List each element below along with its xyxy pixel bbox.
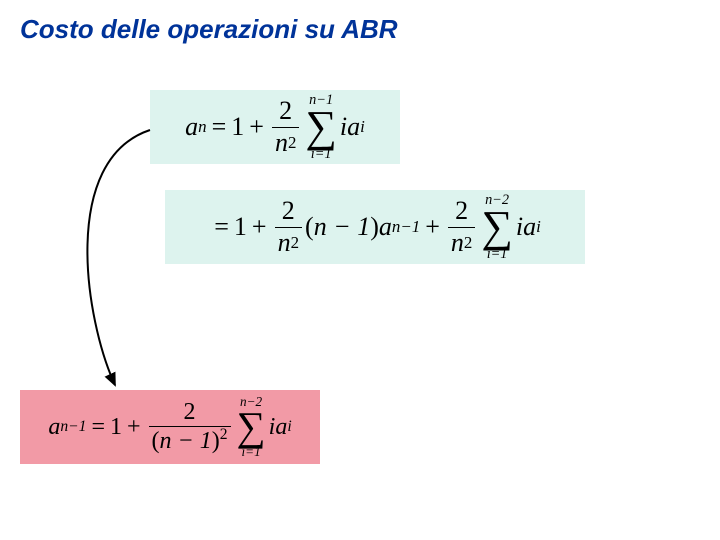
derivation-arrow bbox=[0, 0, 720, 540]
